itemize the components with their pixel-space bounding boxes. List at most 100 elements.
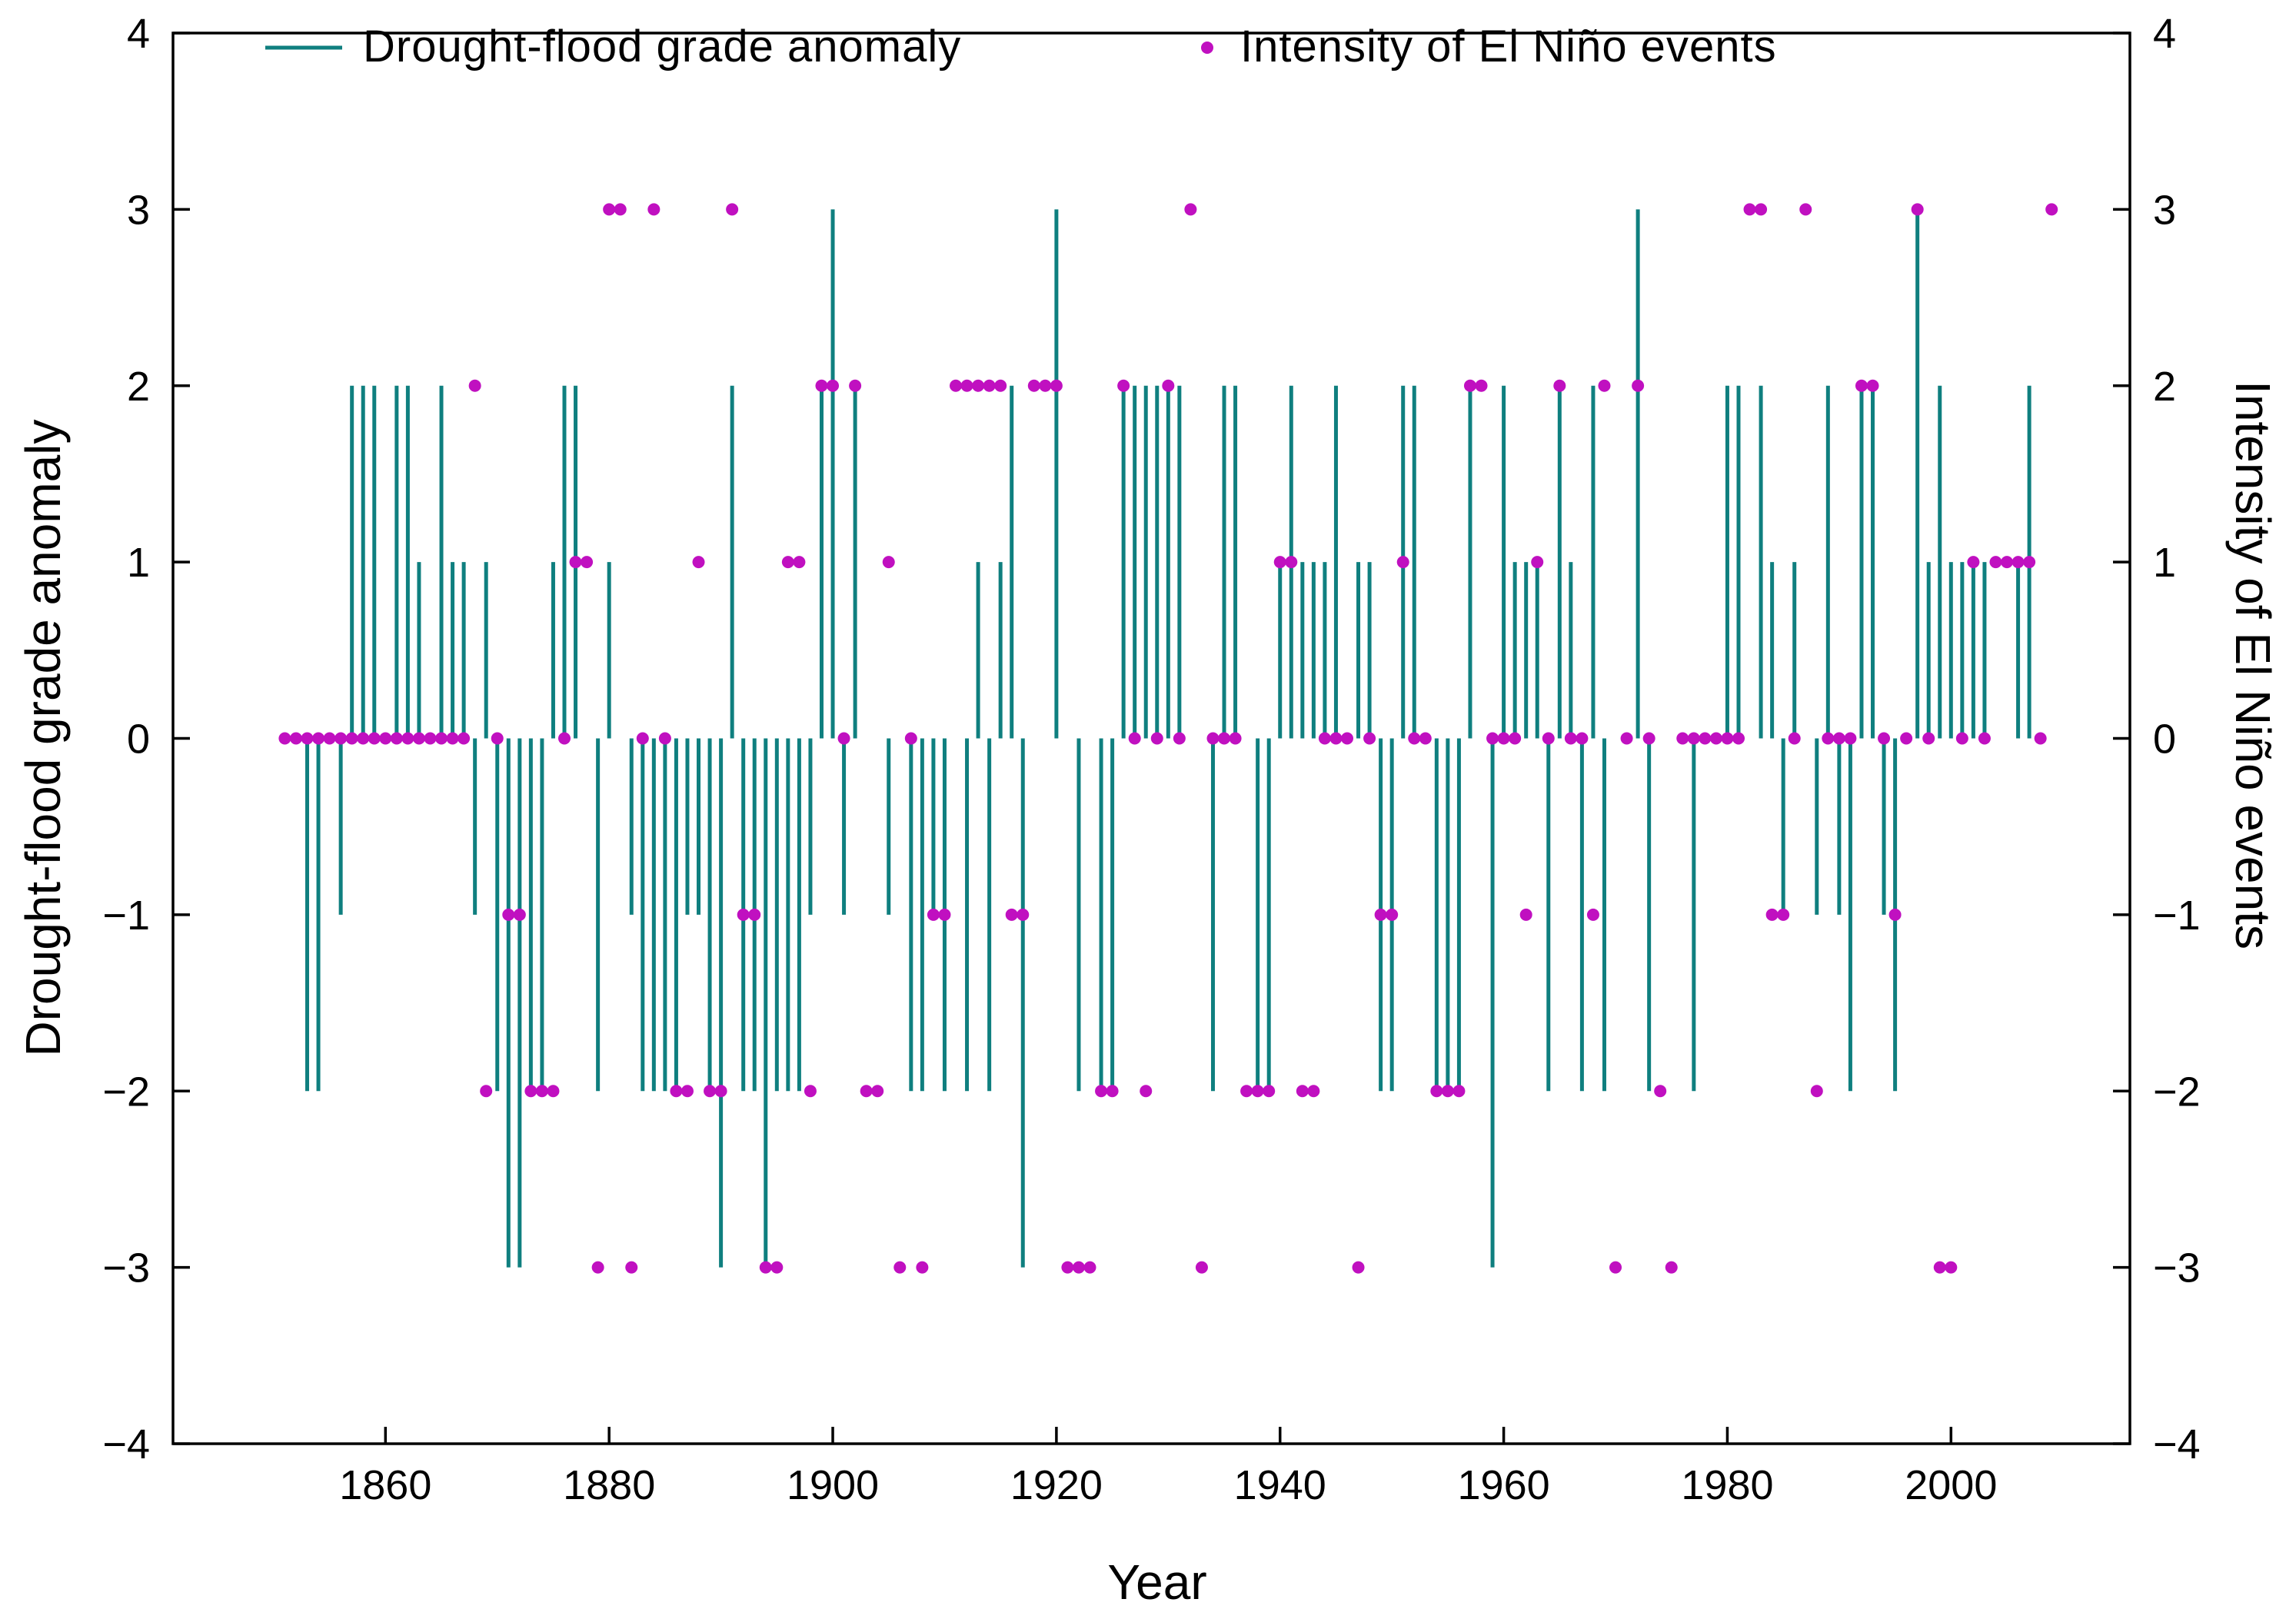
- el-nino-point-1891: [726, 203, 739, 216]
- el-nino-point-1934: [1206, 732, 1220, 745]
- y-left-tick-label-2: 2: [127, 364, 150, 410]
- el-nino-point-1998: [1922, 732, 1935, 745]
- el-nino-point-1888: [692, 556, 705, 569]
- el-nino-point-1994: [1878, 732, 1891, 745]
- el-nino-point-1900: [827, 379, 840, 392]
- el-nino-point-1899: [815, 379, 828, 392]
- el-nino-point-1857: [345, 732, 358, 745]
- el-nino-point-1861: [390, 732, 403, 745]
- el-nino-point-1870: [491, 732, 504, 745]
- el-nino-point-1912: [960, 379, 973, 392]
- el-nino-point-1938: [1251, 1085, 1264, 1098]
- el-nino-point-1925: [1106, 1085, 1119, 1098]
- el-nino-point-1953: [1419, 732, 1432, 745]
- el-nino-point-1921: [1061, 1261, 1074, 1274]
- el-nino-point-1923: [1083, 1261, 1096, 1274]
- el-nino-point-1926: [1117, 379, 1130, 392]
- el-nino-point-1859: [368, 732, 381, 745]
- el-nino-point-1917: [1017, 908, 1030, 921]
- x-tick-label-1860: 1860: [339, 1462, 431, 1508]
- x-tick-label-1920: 1920: [1010, 1462, 1103, 1508]
- el-nino-point-1879: [591, 1261, 604, 1274]
- el-nino-point-1989: [1822, 732, 1835, 745]
- el-nino-point-1907: [904, 732, 917, 745]
- el-nino-point-1992: [1855, 379, 1868, 392]
- el-nino-point-1965: [1553, 379, 1566, 392]
- el-nino-point-1856: [334, 732, 348, 745]
- el-nino-point-1872: [513, 908, 526, 921]
- x-tick-label-1900: 1900: [787, 1462, 879, 1508]
- el-nino-point-1882: [625, 1261, 638, 1274]
- y-right-tick-label-3: 3: [2153, 187, 2176, 233]
- el-nino-point-1968: [1586, 908, 1599, 921]
- el-nino-point-1911: [950, 379, 962, 392]
- el-nino-point-1919: [1039, 379, 1052, 392]
- el-nino-point-1963: [1531, 556, 1544, 569]
- el-nino-point-1957: [1463, 379, 1476, 392]
- el-nino-point-1904: [871, 1085, 884, 1098]
- el-nino-point-2009: [2045, 203, 2058, 216]
- x-tick-label-1940: 1940: [1234, 1462, 1326, 1508]
- el-nino-point-1858: [357, 732, 370, 745]
- el-nino-point-2007: [2023, 556, 2036, 569]
- el-nino-point-1875: [547, 1085, 560, 1098]
- el-nino-point-1884: [647, 203, 661, 216]
- el-nino-point-1981: [1732, 732, 1745, 745]
- el-nino-point-1987: [1799, 203, 1812, 216]
- y-right-tick-label--2: −2: [2153, 1069, 2201, 1115]
- el-nino-point-1970: [1609, 1261, 1622, 1274]
- el-nino-point-1964: [1542, 732, 1555, 745]
- el-nino-point-1909: [927, 908, 940, 921]
- el-nino-point-1991: [1844, 732, 1857, 745]
- el-nino-point-1980: [1721, 732, 1734, 745]
- el-nino-point-1910: [938, 908, 951, 921]
- el-nino-point-1993: [1866, 379, 1879, 392]
- el-nino-point-1906: [893, 1261, 907, 1274]
- el-nino-point-1928: [1140, 1085, 1153, 1098]
- el-nino-point-1915: [994, 379, 1007, 392]
- el-nino-point-1982: [1743, 203, 1756, 216]
- y-left-tick-label-0: 0: [127, 716, 150, 763]
- y-left-tick-label--2: −2: [102, 1069, 150, 1115]
- el-nino-point-1949: [1374, 908, 1387, 921]
- el-nino-point-1936: [1229, 732, 1242, 745]
- y-left-tick-label-1: 1: [127, 540, 150, 586]
- el-nino-point-1897: [793, 556, 806, 569]
- el-nino-point-1990: [1832, 732, 1845, 745]
- el-nino-point-1903: [860, 1085, 873, 1098]
- el-nino-point-1913: [972, 379, 985, 392]
- el-nino-point-1878: [581, 556, 594, 569]
- el-nino-point-1929: [1150, 732, 1163, 745]
- el-nino-point-1892: [737, 908, 750, 921]
- y-right-tick-label--4: −4: [2153, 1421, 2201, 1468]
- el-nino-point-1860: [379, 732, 392, 745]
- el-nino-point-1978: [1699, 732, 1712, 745]
- el-nino-point-1943: [1307, 1085, 1320, 1098]
- el-nino-point-1902: [849, 379, 862, 392]
- el-nino-point-1922: [1072, 1261, 1085, 1274]
- el-nino-point-1874: [535, 1085, 548, 1098]
- el-nino-point-1996: [1900, 732, 1913, 745]
- el-nino-point-1935: [1218, 732, 1231, 745]
- el-nino-point-2003: [1978, 732, 1991, 745]
- el-nino-point-1988: [1810, 1085, 1823, 1098]
- el-nino-point-1956: [1452, 1085, 1466, 1098]
- el-nino-point-1932: [1184, 203, 1197, 216]
- el-nino-point-1883: [636, 732, 649, 745]
- el-nino-point-1971: [1620, 732, 1633, 745]
- el-nino-point-1976: [1676, 732, 1689, 745]
- el-nino-point-1941: [1285, 556, 1298, 569]
- el-nino-point-1933: [1195, 1261, 1208, 1274]
- y-right-tick-label--3: −3: [2153, 1245, 2201, 1292]
- el-nino-point-1853: [301, 732, 314, 745]
- el-nino-point-1854: [312, 732, 325, 745]
- el-nino-point-1905: [882, 556, 895, 569]
- el-nino-point-1955: [1441, 1085, 1454, 1098]
- x-tick-label-2000: 2000: [1905, 1462, 1997, 1508]
- y-left-tick-label--3: −3: [102, 1245, 150, 1292]
- el-nino-point-2006: [2011, 556, 2025, 569]
- legend-label-grade-anomaly: Drought-flood grade anomaly: [363, 22, 961, 71]
- el-nino-point-1948: [1363, 732, 1376, 745]
- legend-dot-swatch: [1201, 42, 1213, 54]
